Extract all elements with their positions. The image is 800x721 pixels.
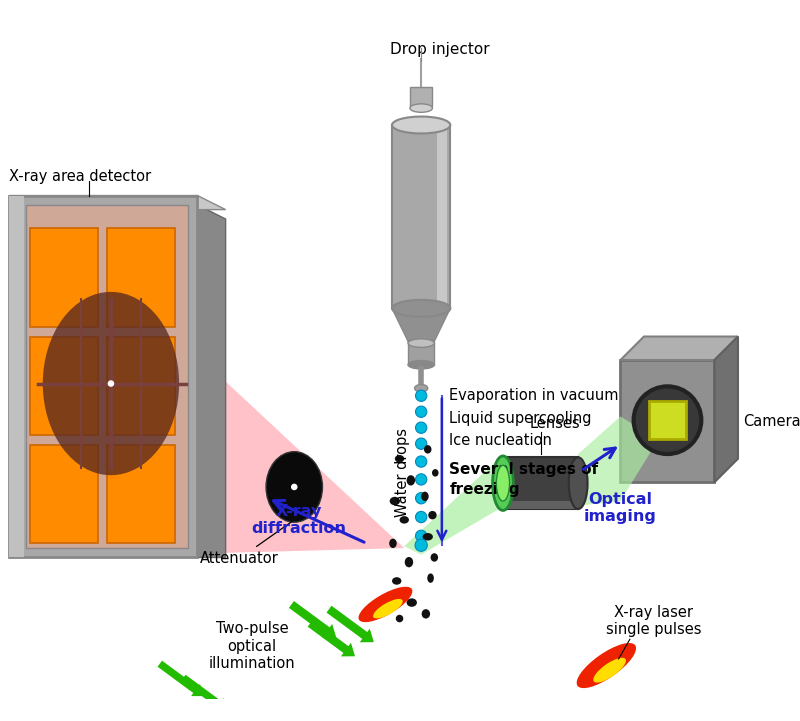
FancyBboxPatch shape — [392, 125, 450, 309]
Ellipse shape — [415, 474, 427, 485]
Text: X-ray
diffraction: X-ray diffraction — [251, 504, 346, 536]
Text: Several stages of: Several stages of — [450, 461, 598, 477]
Ellipse shape — [406, 598, 417, 607]
Polygon shape — [578, 417, 658, 505]
FancyBboxPatch shape — [30, 337, 98, 435]
Ellipse shape — [415, 406, 427, 417]
Text: X-ray area detector: X-ray area detector — [10, 169, 151, 184]
Ellipse shape — [415, 438, 427, 449]
Polygon shape — [10, 195, 226, 210]
Ellipse shape — [415, 456, 427, 467]
FancyArrow shape — [181, 675, 227, 710]
FancyArrow shape — [158, 660, 204, 696]
Ellipse shape — [424, 445, 431, 454]
FancyBboxPatch shape — [30, 229, 98, 327]
Ellipse shape — [430, 553, 438, 562]
Text: Camera: Camera — [742, 414, 800, 429]
Text: Two-pulse
optical
illumination: Two-pulse optical illumination — [209, 622, 295, 671]
Ellipse shape — [291, 484, 298, 490]
Ellipse shape — [427, 573, 434, 583]
Polygon shape — [57, 224, 404, 557]
Text: Evaporation in vacuum: Evaporation in vacuum — [450, 388, 619, 403]
Text: Liquid supercooling: Liquid supercooling — [450, 411, 592, 426]
Polygon shape — [621, 337, 738, 360]
Ellipse shape — [410, 104, 433, 112]
Ellipse shape — [432, 469, 438, 477]
Text: Water drops: Water drops — [395, 428, 410, 518]
Ellipse shape — [414, 384, 428, 392]
Text: Ice nucleation: Ice nucleation — [450, 433, 552, 448]
Ellipse shape — [392, 117, 450, 133]
Ellipse shape — [358, 587, 412, 622]
FancyBboxPatch shape — [649, 402, 686, 439]
Ellipse shape — [42, 292, 179, 475]
Ellipse shape — [634, 386, 702, 454]
FancyBboxPatch shape — [107, 229, 175, 327]
Ellipse shape — [408, 360, 434, 369]
Text: freezing: freezing — [450, 482, 520, 497]
Polygon shape — [404, 455, 503, 554]
FancyArrow shape — [308, 620, 355, 656]
Text: Optical
imaging: Optical imaging — [584, 492, 657, 524]
Ellipse shape — [390, 497, 400, 505]
Ellipse shape — [415, 511, 427, 523]
Polygon shape — [198, 205, 226, 557]
Polygon shape — [714, 337, 738, 482]
FancyBboxPatch shape — [107, 445, 175, 544]
Ellipse shape — [373, 599, 402, 619]
FancyBboxPatch shape — [10, 195, 23, 557]
FancyArrow shape — [326, 606, 374, 642]
FancyBboxPatch shape — [107, 337, 175, 435]
Ellipse shape — [399, 516, 409, 523]
Ellipse shape — [422, 609, 430, 619]
Ellipse shape — [415, 530, 427, 541]
FancyBboxPatch shape — [621, 360, 714, 482]
Text: Attenuator: Attenuator — [200, 521, 292, 566]
Ellipse shape — [396, 615, 403, 622]
Polygon shape — [392, 309, 450, 341]
Ellipse shape — [415, 539, 427, 552]
Ellipse shape — [266, 451, 322, 522]
FancyBboxPatch shape — [503, 457, 578, 508]
Ellipse shape — [415, 390, 427, 402]
Text: Lenses: Lenses — [530, 415, 580, 430]
Ellipse shape — [594, 658, 626, 683]
Ellipse shape — [389, 539, 397, 548]
Ellipse shape — [392, 300, 450, 317]
Ellipse shape — [408, 339, 434, 348]
Ellipse shape — [415, 492, 427, 504]
FancyBboxPatch shape — [26, 205, 188, 548]
Ellipse shape — [405, 557, 413, 567]
Ellipse shape — [421, 492, 429, 501]
Text: Drop injector: Drop injector — [390, 43, 490, 57]
FancyArrow shape — [289, 601, 336, 637]
Text: X-ray laser
single pulses: X-ray laser single pulses — [606, 605, 701, 637]
Ellipse shape — [406, 475, 415, 485]
FancyBboxPatch shape — [408, 341, 434, 365]
Ellipse shape — [392, 578, 402, 585]
Ellipse shape — [493, 456, 514, 510]
Ellipse shape — [422, 533, 433, 541]
Ellipse shape — [428, 511, 437, 519]
FancyBboxPatch shape — [10, 195, 198, 557]
FancyBboxPatch shape — [503, 501, 578, 508]
Ellipse shape — [569, 457, 587, 509]
FancyBboxPatch shape — [410, 87, 433, 106]
Ellipse shape — [496, 465, 510, 501]
FancyBboxPatch shape — [437, 125, 446, 309]
Ellipse shape — [108, 380, 114, 387]
Ellipse shape — [415, 422, 427, 433]
Ellipse shape — [577, 643, 636, 688]
Ellipse shape — [395, 455, 404, 462]
FancyBboxPatch shape — [30, 445, 98, 544]
